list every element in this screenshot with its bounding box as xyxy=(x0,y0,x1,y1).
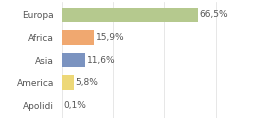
Text: 5,8%: 5,8% xyxy=(75,78,98,87)
Text: 0,1%: 0,1% xyxy=(64,101,86,110)
Bar xyxy=(62,53,85,67)
Text: 66,5%: 66,5% xyxy=(200,10,228,19)
Bar xyxy=(62,8,198,22)
Bar xyxy=(62,75,74,90)
Bar xyxy=(62,30,94,45)
Text: 15,9%: 15,9% xyxy=(96,33,125,42)
Text: 11,6%: 11,6% xyxy=(87,55,116,65)
